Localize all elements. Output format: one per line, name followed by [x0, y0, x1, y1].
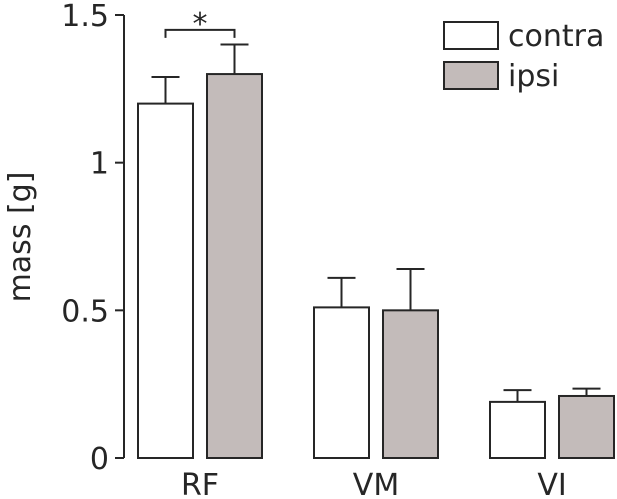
y-tick-label: 1.5	[61, 0, 109, 34]
bar-ipsi-rf	[206, 73, 263, 459]
significance-bracket	[164, 28, 236, 38]
y-axis-label: mass [g]	[3, 172, 38, 303]
y-axis-ticks: 0 0.5 1 1.5	[61, 0, 124, 477]
legend-swatch-ipsi	[443, 61, 499, 90]
y-tick-label: 0	[90, 442, 109, 477]
bar-ipsi-vi	[558, 394, 615, 460]
bar-contra-vi	[489, 400, 546, 459]
bar-series	[137, 43, 615, 460]
x-axis-tick-labels: RF VM VI	[181, 468, 567, 499]
legend-swatch-contra	[443, 21, 499, 50]
x-tick-label: VI	[537, 468, 566, 499]
significance-star: *	[193, 7, 208, 42]
bar-contra-rf	[137, 102, 194, 459]
annotations: *	[164, 7, 236, 42]
legend: contra ipsi	[443, 19, 604, 94]
y-tick-label: 0.5	[61, 294, 109, 329]
x-tick-label: RF	[181, 468, 219, 499]
bar-ipsi-vm	[382, 309, 439, 460]
legend-label-contra: contra	[508, 19, 604, 54]
x-tick-label: VM	[353, 468, 399, 499]
legend-label-ipsi: ipsi	[508, 59, 559, 94]
bar-contra-vm	[313, 306, 370, 459]
y-tick-label: 1	[90, 147, 109, 182]
